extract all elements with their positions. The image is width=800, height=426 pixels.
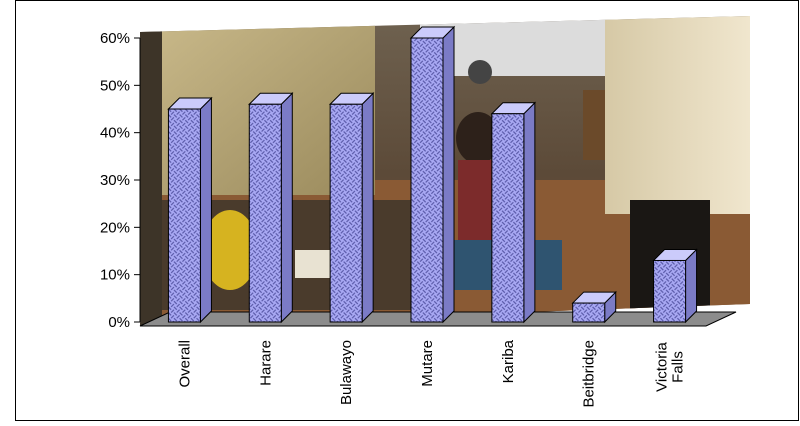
x-tick-label-line: Falls — [670, 351, 687, 383]
bars — [167, 25, 698, 324]
y-axis-tick-labels: 0% 10% 20% 30% 40% 50% 60% — [100, 30, 130, 331]
x-tick-label-line: Victoria — [654, 341, 671, 391]
bar-side — [442, 25, 455, 324]
bar-side — [199, 96, 212, 324]
bar-side — [361, 92, 374, 324]
y-tick-label: 10% — [100, 267, 130, 284]
x-tick-label-line: Bulawayo — [338, 340, 355, 405]
bar-harare — [248, 92, 294, 324]
bar-front — [572, 302, 606, 323]
bar-front — [167, 108, 201, 323]
x-tick-label-line: Mutare — [419, 340, 436, 387]
x-tick-label: VictoriaFalls — [654, 341, 687, 391]
y-tick-label: 60% — [100, 30, 130, 47]
x-tick-label: Kariba — [500, 339, 517, 383]
bar-front — [653, 259, 687, 323]
bar-side — [685, 248, 698, 324]
x-axis-tick-labels: Overall Harare Bulawayo Mutare Kariba Beitbri… — [176, 339, 686, 407]
x-tick-label-line: Overall — [176, 340, 193, 388]
x-tick-label-line: Beitbridge — [581, 340, 598, 408]
bar-beitbridge — [571, 290, 617, 324]
bar-side — [523, 101, 536, 324]
bar-victoria-falls — [652, 248, 698, 324]
bar-front — [491, 113, 525, 323]
y-tick-label: 20% — [100, 219, 130, 236]
x-tick-label: Bulawayo — [338, 340, 355, 405]
bar-mutare — [409, 25, 456, 324]
bar-front — [410, 37, 444, 323]
y-tick-label: 0% — [108, 314, 130, 331]
bar-side — [280, 92, 293, 324]
x-tick-label: Overall — [176, 340, 193, 388]
x-tick-label: Mutare — [419, 340, 436, 387]
y-tick-label: 30% — [100, 172, 130, 189]
y-tick-label: 50% — [100, 77, 130, 94]
x-tick-label: Beitbridge — [581, 340, 598, 408]
bar-kariba — [490, 101, 537, 324]
x-tick-label: Harare — [257, 340, 274, 386]
bar-overall — [167, 96, 213, 324]
y-tick-label: 40% — [100, 125, 130, 142]
bar-front — [248, 103, 282, 323]
bar-bulawayo — [328, 92, 375, 324]
bar-front — [329, 103, 363, 323]
x-tick-label-line: Kariba — [500, 339, 517, 383]
x-tick-label-line: Harare — [257, 340, 274, 386]
